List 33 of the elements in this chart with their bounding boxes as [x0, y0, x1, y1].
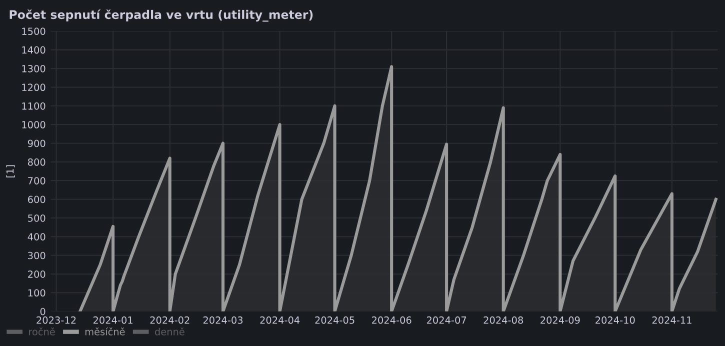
y-tick-label: 1000: [22, 121, 46, 128]
x-tick-label: 2024-07: [426, 316, 466, 324]
x-tick-label: 2024-10: [596, 316, 635, 324]
chart-title: Počet sepnutí čerpadla ve vrtu (utility_meter): [10, 9, 313, 22]
y-tick-label: 700: [28, 177, 46, 184]
y-tick-label: 1200: [22, 84, 46, 92]
x-tick-label: 2023-12: [36, 316, 76, 324]
y-tick-label: 800: [28, 158, 46, 166]
x-tick-label: 2024-08: [484, 316, 524, 324]
y-axis-title: [1]: [6, 165, 15, 178]
x-tick-label: 2024-04: [260, 316, 300, 324]
x-tick-label: 2024-06: [372, 316, 412, 324]
y-tick-label: 300: [28, 252, 46, 260]
legend-label: denně: [154, 327, 184, 336]
x-tick-label: 2024-03: [203, 316, 243, 324]
y-tick-label: 200: [28, 270, 46, 278]
legend-label: měsíčně: [85, 327, 125, 336]
y-tick-label: 1500: [22, 28, 46, 35]
y-tick-label: 1300: [22, 64, 46, 72]
y-tick-label: 1100: [22, 102, 46, 110]
y-tick-label: 600: [28, 196, 46, 204]
y-tick-label: 500: [28, 214, 46, 222]
x-tick-label: 2024-05: [315, 316, 354, 324]
x-tick-label: 2024-01: [93, 316, 132, 324]
y-tick-label: 400: [28, 233, 46, 240]
x-tick-label: 2024-11: [652, 316, 692, 324]
y-tick-label: 1400: [22, 46, 46, 54]
x-tick-label: 2024-02: [150, 316, 190, 324]
y-tick-label: 900: [28, 140, 46, 148]
legend-label: ročně: [29, 327, 55, 336]
x-tick-label: 2024-09: [540, 316, 580, 324]
y-tick-label: 100: [28, 289, 46, 297]
y-tick-label: 0: [40, 308, 46, 316]
